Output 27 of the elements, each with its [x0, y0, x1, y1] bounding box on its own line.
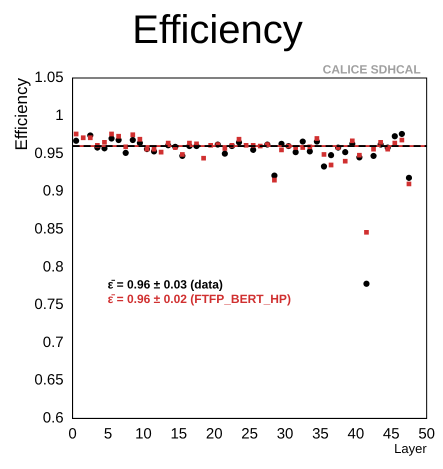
y-tick-label: 0.85 — [34, 220, 64, 238]
y-tick-label: 0.65 — [34, 372, 64, 389]
y-tick-label: 0.9 — [42, 182, 64, 200]
y-tick-label: 0.6 — [42, 410, 64, 427]
y-tick-label: 1.05 — [34, 69, 64, 86]
x-tick-label: 0 — [68, 426, 77, 443]
x-tick-label: 30 — [276, 426, 294, 443]
x-tick-label: 45 — [382, 426, 400, 443]
y-tick-label: 0.75 — [34, 296, 64, 314]
x-tick-label: 15 — [170, 426, 188, 443]
x-tick-label: 50 — [418, 426, 435, 443]
chart-title: Efficiency — [132, 8, 303, 52]
x-tick-label: 35 — [312, 426, 329, 443]
annotation: ε̄ = 0.96 ± 0.02 (FTFP_BERT_HP) — [108, 292, 291, 306]
x-axis-title: Layer — [394, 440, 428, 456]
y-tick-label: 1 — [55, 106, 64, 124]
x-tick-label: 40 — [348, 426, 364, 443]
y-tick-label: 0.8 — [42, 258, 64, 276]
x-tick-label: 20 — [206, 426, 223, 443]
y-tick-label: 0.95 — [34, 144, 64, 162]
text: CALICE SDHCAL — [322, 62, 421, 76]
x-tick-label: 25 — [241, 426, 258, 443]
y-axis-title: Efficiency — [12, 78, 31, 150]
x-tick-label: 5 — [104, 426, 112, 443]
annotation: ε̄ = 0.96 ± 0.03 (data) — [108, 277, 223, 292]
x-tick-label: 10 — [135, 426, 152, 443]
y-tick-label: 0.7 — [42, 334, 64, 351]
